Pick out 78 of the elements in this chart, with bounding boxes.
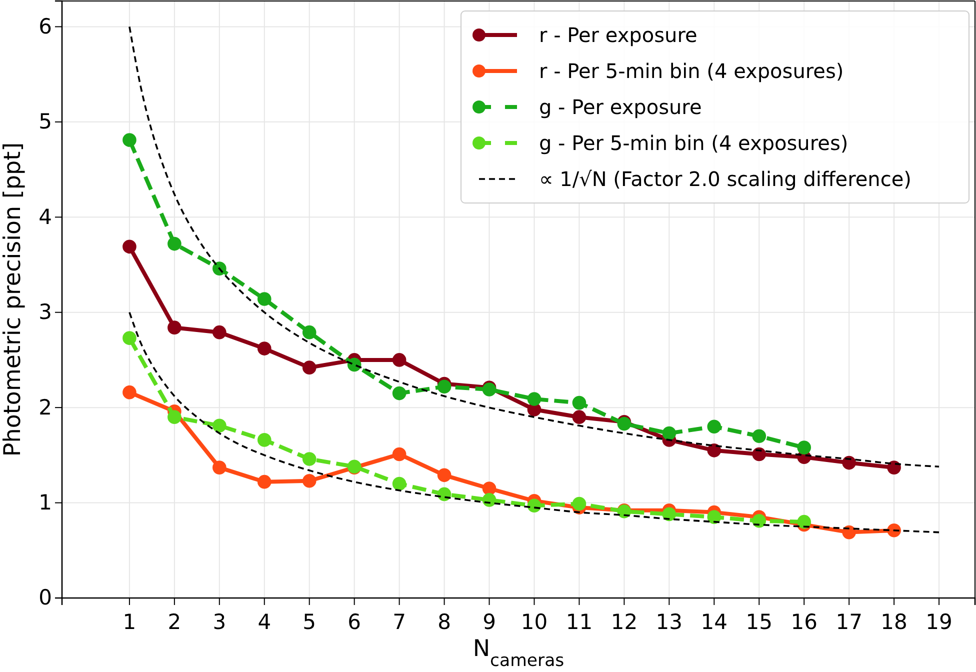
point [212, 418, 226, 433]
point [797, 440, 812, 454]
point [212, 325, 226, 340]
point [122, 240, 136, 254]
point [482, 493, 496, 507]
point [122, 133, 136, 147]
point [392, 386, 406, 400]
point [392, 476, 406, 491]
y-tick-label: 1 [38, 490, 52, 515]
point [257, 292, 272, 306]
x-tick-label: 8 [438, 610, 451, 634]
point [842, 525, 856, 540]
point [437, 487, 452, 502]
point [887, 460, 901, 474]
x-tick-label: 19 [926, 610, 952, 634]
legend-label: r - Per exposure [539, 23, 698, 47]
point [392, 447, 406, 462]
point [257, 342, 272, 356]
y-axis-title: Photometric precision [ppt] [0, 142, 26, 457]
x-axis-title: N$_{cameras}$ [472, 636, 564, 671]
x-tick-label: 4 [258, 610, 272, 634]
point [168, 320, 182, 334]
point [122, 331, 136, 345]
legend-label: g - Per 5-min bin (4 exposures) [539, 131, 848, 155]
x-tick-label: 5 [302, 610, 316, 634]
y-tick-label: 2 [38, 395, 52, 420]
point [437, 468, 452, 482]
point [572, 396, 586, 410]
y-tick-label: 4 [38, 204, 52, 229]
point [168, 410, 182, 424]
point [302, 452, 316, 466]
x-tick-label: 10 [520, 610, 548, 634]
x-tick-label: 15 [746, 610, 772, 634]
x-tick-label: 1 [122, 610, 136, 634]
point [707, 510, 722, 524]
point [752, 514, 766, 528]
y-tick-label: 3 [38, 300, 52, 324]
x-tick-label: 17 [836, 610, 862, 634]
point [707, 420, 722, 434]
x-tick-label: 11 [566, 610, 593, 634]
legend-label: ∝ 1/√N (Factor 2.0 scaling difference) [539, 167, 912, 191]
point [482, 482, 496, 496]
x-tick-label: 12 [610, 610, 638, 634]
point [302, 360, 316, 374]
y-tick-label: 5 [38, 110, 52, 134]
point [257, 474, 272, 489]
x-tick-label: 13 [656, 610, 683, 634]
point [437, 380, 452, 394]
y-tick-label: 0 [38, 586, 52, 610]
x-tick-label: 6 [348, 610, 362, 634]
point [662, 426, 676, 440]
x-tick-label: 18 [880, 610, 908, 634]
point [212, 460, 226, 474]
point [302, 325, 316, 340]
x-tick-label: 9 [482, 610, 496, 634]
legend-label: r - Per 5-min bin (4 exposures) [539, 59, 844, 83]
point [392, 353, 406, 367]
legend-label: g - Per exposure [539, 95, 702, 119]
point [842, 456, 856, 470]
point [707, 444, 722, 458]
point [257, 433, 272, 447]
x-tick-label: 16 [790, 610, 818, 634]
point [168, 236, 182, 251]
x-tick-label: 7 [392, 610, 406, 634]
y-tick-label: 6 [38, 14, 52, 38]
point [122, 385, 136, 400]
point [572, 410, 586, 424]
point [752, 447, 766, 462]
x-tick-label: 2 [168, 610, 182, 634]
point [527, 392, 542, 406]
point [302, 474, 316, 488]
point [797, 514, 812, 529]
point [662, 507, 676, 522]
point [572, 496, 586, 511]
point [212, 262, 226, 276]
point [752, 429, 766, 444]
x-tick-label: 14 [700, 610, 728, 634]
x-tick-label: 3 [212, 610, 226, 634]
